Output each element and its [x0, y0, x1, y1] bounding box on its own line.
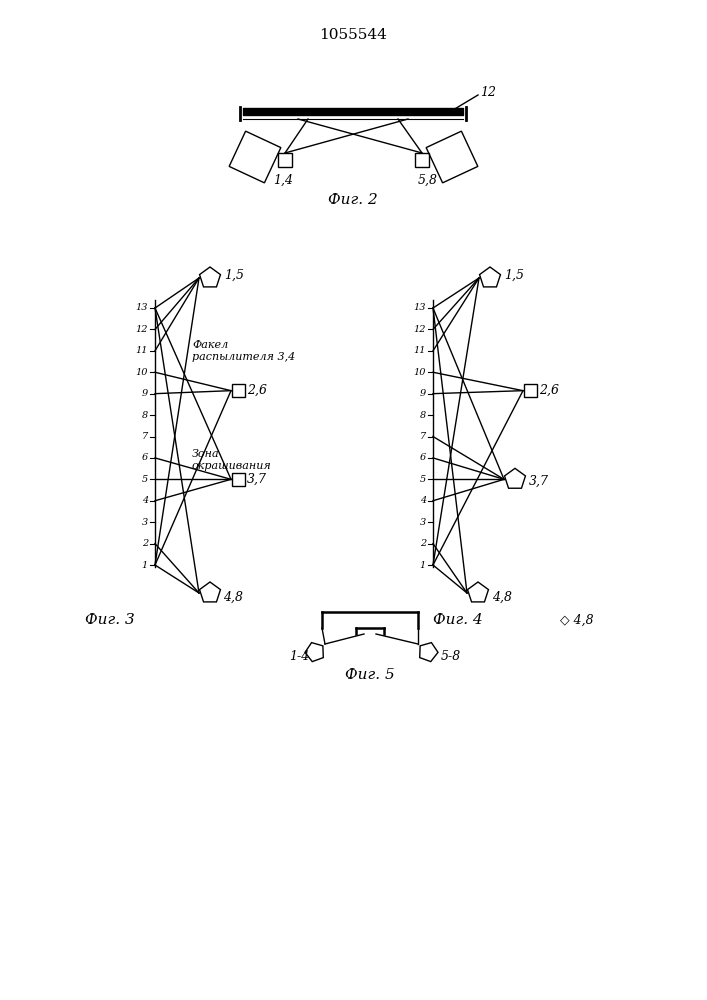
Text: 13: 13: [414, 304, 426, 312]
Text: Фиг. 4: Фиг. 4: [433, 613, 483, 627]
Text: 13: 13: [136, 304, 148, 312]
Text: 4,8: 4,8: [223, 590, 243, 603]
Text: 3: 3: [420, 518, 426, 527]
Bar: [231, 384, 245, 397]
Text: 1055544: 1055544: [319, 28, 387, 42]
Text: 10: 10: [136, 368, 148, 377]
Text: 2,6: 2,6: [247, 384, 267, 397]
Text: 5,8: 5,8: [418, 174, 438, 187]
Text: 6: 6: [141, 453, 148, 462]
Text: 3,7: 3,7: [529, 475, 549, 488]
Text: ◇ 4,8: ◇ 4,8: [560, 613, 594, 626]
Text: 9: 9: [141, 389, 148, 398]
Text: 3,7: 3,7: [247, 473, 267, 486]
Text: 2: 2: [141, 539, 148, 548]
Text: 2,6: 2,6: [539, 384, 559, 397]
Text: 9: 9: [420, 389, 426, 398]
Text: 5-8: 5-8: [441, 650, 461, 662]
Text: Фиг. 2: Фиг. 2: [328, 193, 378, 207]
Text: 7: 7: [141, 432, 148, 441]
Text: 2: 2: [420, 539, 426, 548]
Text: 8: 8: [420, 411, 426, 420]
Text: 12: 12: [136, 325, 148, 334]
Text: Зона
окрашивания: Зона окрашивания: [192, 449, 271, 471]
Text: 1,5: 1,5: [224, 268, 244, 282]
Text: 12: 12: [480, 87, 496, 100]
Text: 1: 1: [420, 560, 426, 570]
Text: 6: 6: [420, 453, 426, 462]
Text: 11: 11: [414, 346, 426, 355]
Bar: [415, 153, 429, 167]
Text: 1: 1: [141, 560, 148, 570]
Text: 3: 3: [141, 518, 148, 527]
Text: 11: 11: [136, 346, 148, 355]
Text: 4: 4: [141, 496, 148, 505]
Bar: [231, 473, 245, 486]
Text: 12: 12: [414, 325, 426, 334]
Text: 5: 5: [420, 475, 426, 484]
Text: 1,5: 1,5: [504, 268, 524, 282]
Text: 5: 5: [141, 475, 148, 484]
Text: 4,8: 4,8: [492, 590, 512, 603]
Text: 4: 4: [420, 496, 426, 505]
Bar: [278, 153, 292, 167]
Text: 1,4: 1,4: [273, 174, 293, 187]
Bar: [523, 384, 537, 397]
Text: 1-4: 1-4: [289, 650, 309, 662]
Text: 7: 7: [420, 432, 426, 441]
Text: Фиг. 3: Фиг. 3: [85, 613, 135, 627]
Text: 10: 10: [414, 368, 426, 377]
Text: Фиг. 5: Фиг. 5: [345, 668, 395, 682]
Text: Факел
распылителя 3,4: Факел распылителя 3,4: [192, 340, 296, 362]
Text: 8: 8: [141, 411, 148, 420]
